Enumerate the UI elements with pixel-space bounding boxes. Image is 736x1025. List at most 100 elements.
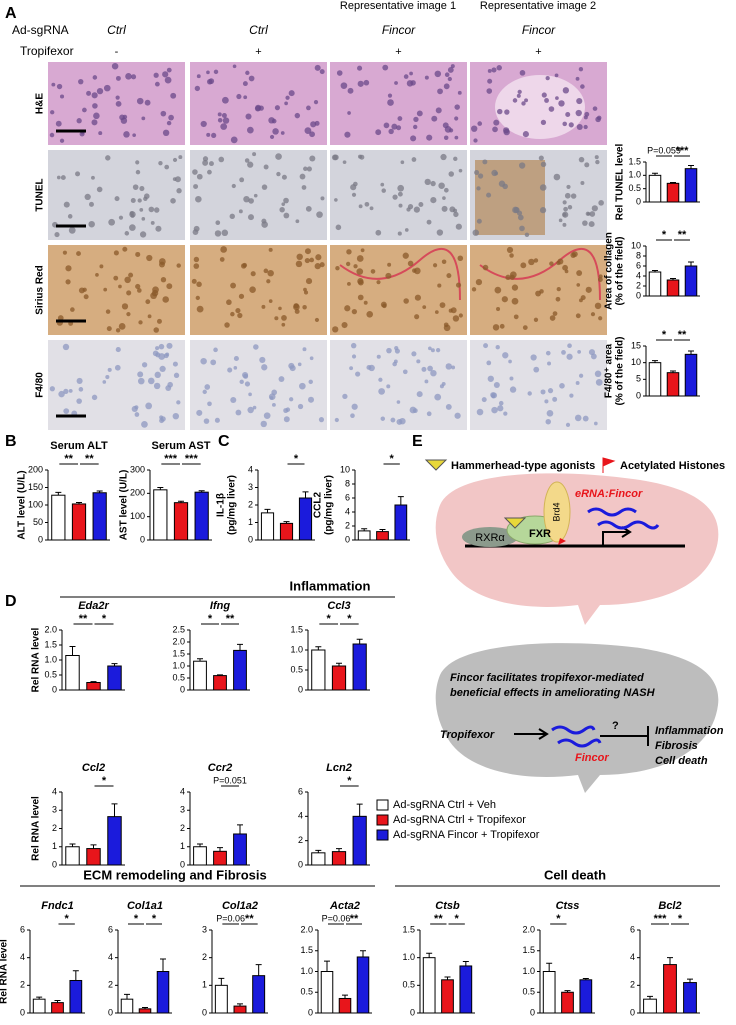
nucleus — [68, 388, 73, 393]
nucleus — [302, 305, 307, 310]
nucleus — [387, 99, 394, 106]
y-tick-label: 1.0 — [522, 966, 535, 976]
inhibit-bar — [600, 726, 649, 746]
nucleus — [114, 196, 120, 202]
nucleus — [166, 120, 172, 126]
nucleus — [165, 385, 172, 391]
nucleus — [363, 300, 368, 305]
y-axis-label: (% of the field) — [615, 237, 626, 306]
row-header: Ad-sgRNA — [12, 23, 69, 37]
nucleus — [60, 175, 66, 181]
significance-label: ** — [678, 229, 687, 241]
y-tick-label: 3 — [248, 482, 253, 492]
nucleus — [299, 382, 306, 390]
nucleus — [387, 262, 392, 267]
panel-label: E — [412, 433, 423, 450]
nucleus — [410, 80, 416, 86]
nucleus — [297, 362, 302, 367]
nucleus — [545, 418, 551, 425]
nucleus — [206, 78, 213, 85]
nucleus — [527, 391, 532, 396]
nucleus — [388, 128, 394, 135]
nucleus — [192, 169, 198, 175]
nucleus — [123, 131, 130, 138]
nucleus — [56, 83, 63, 90]
bar — [561, 991, 574, 1014]
nucleus — [206, 70, 210, 75]
nucleus — [141, 362, 148, 368]
nucleus — [454, 104, 460, 110]
nucleus — [559, 383, 565, 389]
bar — [279, 522, 294, 541]
nucleus — [487, 78, 493, 84]
y-tick-label: 2 — [20, 980, 25, 990]
nucleus — [126, 312, 131, 317]
nucleus — [414, 314, 420, 320]
y-tick-label: 10 — [631, 357, 641, 367]
error-bar — [237, 643, 243, 651]
bar — [643, 998, 657, 1014]
nucleus — [243, 95, 248, 100]
nucleus — [83, 294, 89, 300]
y-tick-label: 0 — [636, 390, 641, 400]
error-bar — [302, 491, 309, 498]
nucleus — [435, 107, 442, 114]
nucleus — [230, 396, 237, 404]
error-bar — [315, 646, 322, 650]
y-tick-label: 1 — [248, 517, 253, 527]
nucleus — [359, 154, 365, 160]
nucleus — [356, 255, 364, 262]
nucleus — [134, 412, 140, 417]
nucleus — [347, 281, 351, 286]
nucleus — [564, 192, 571, 199]
nucleus — [448, 308, 453, 313]
nucleus — [294, 309, 300, 314]
nucleus — [308, 379, 313, 385]
error-bar — [582, 978, 589, 980]
y-tick-label: 0 — [140, 534, 145, 544]
nucleus — [59, 138, 65, 143]
nucleus — [578, 156, 585, 163]
error-bar — [111, 803, 118, 817]
nucleus — [98, 131, 103, 136]
panel-label: C — [218, 433, 230, 450]
y-tick-label: 1.5 — [172, 648, 185, 658]
nucleus — [207, 169, 212, 175]
brd4-shape — [543, 481, 571, 543]
nucleus — [164, 76, 172, 84]
nucleus — [454, 412, 461, 419]
nucleus — [99, 264, 104, 269]
nucleus — [455, 223, 462, 230]
y-tick-label: 8 — [636, 250, 641, 260]
bar — [684, 353, 698, 397]
nucleus — [121, 303, 129, 310]
nucleus — [76, 251, 81, 256]
error-bar — [142, 1006, 148, 1009]
nucleus — [162, 296, 170, 303]
nucleus — [518, 162, 526, 169]
significance-label: * — [65, 913, 70, 925]
nucleus — [380, 182, 385, 187]
nucleus — [513, 314, 519, 320]
nucleus — [594, 155, 599, 160]
nucleus — [158, 353, 166, 360]
nucleus — [416, 110, 423, 117]
fincor-squiggle — [551, 725, 602, 748]
panel-label: D — [5, 593, 17, 610]
error-bar — [652, 360, 658, 363]
y-tick-label: 0 — [636, 196, 641, 206]
nucleus — [453, 208, 458, 213]
nucleus — [253, 193, 258, 198]
error-bar — [178, 500, 184, 503]
nucleus — [545, 75, 550, 81]
chart-title: Ccl3 — [327, 600, 350, 612]
nucleus — [538, 155, 544, 161]
nucleus — [447, 67, 454, 73]
nucleus — [434, 393, 442, 401]
nucleus — [155, 225, 162, 232]
nucleus — [567, 204, 573, 210]
bar — [542, 971, 556, 1014]
nucleus — [357, 294, 364, 301]
nucleus — [306, 166, 312, 172]
significance-label: * — [294, 453, 299, 465]
